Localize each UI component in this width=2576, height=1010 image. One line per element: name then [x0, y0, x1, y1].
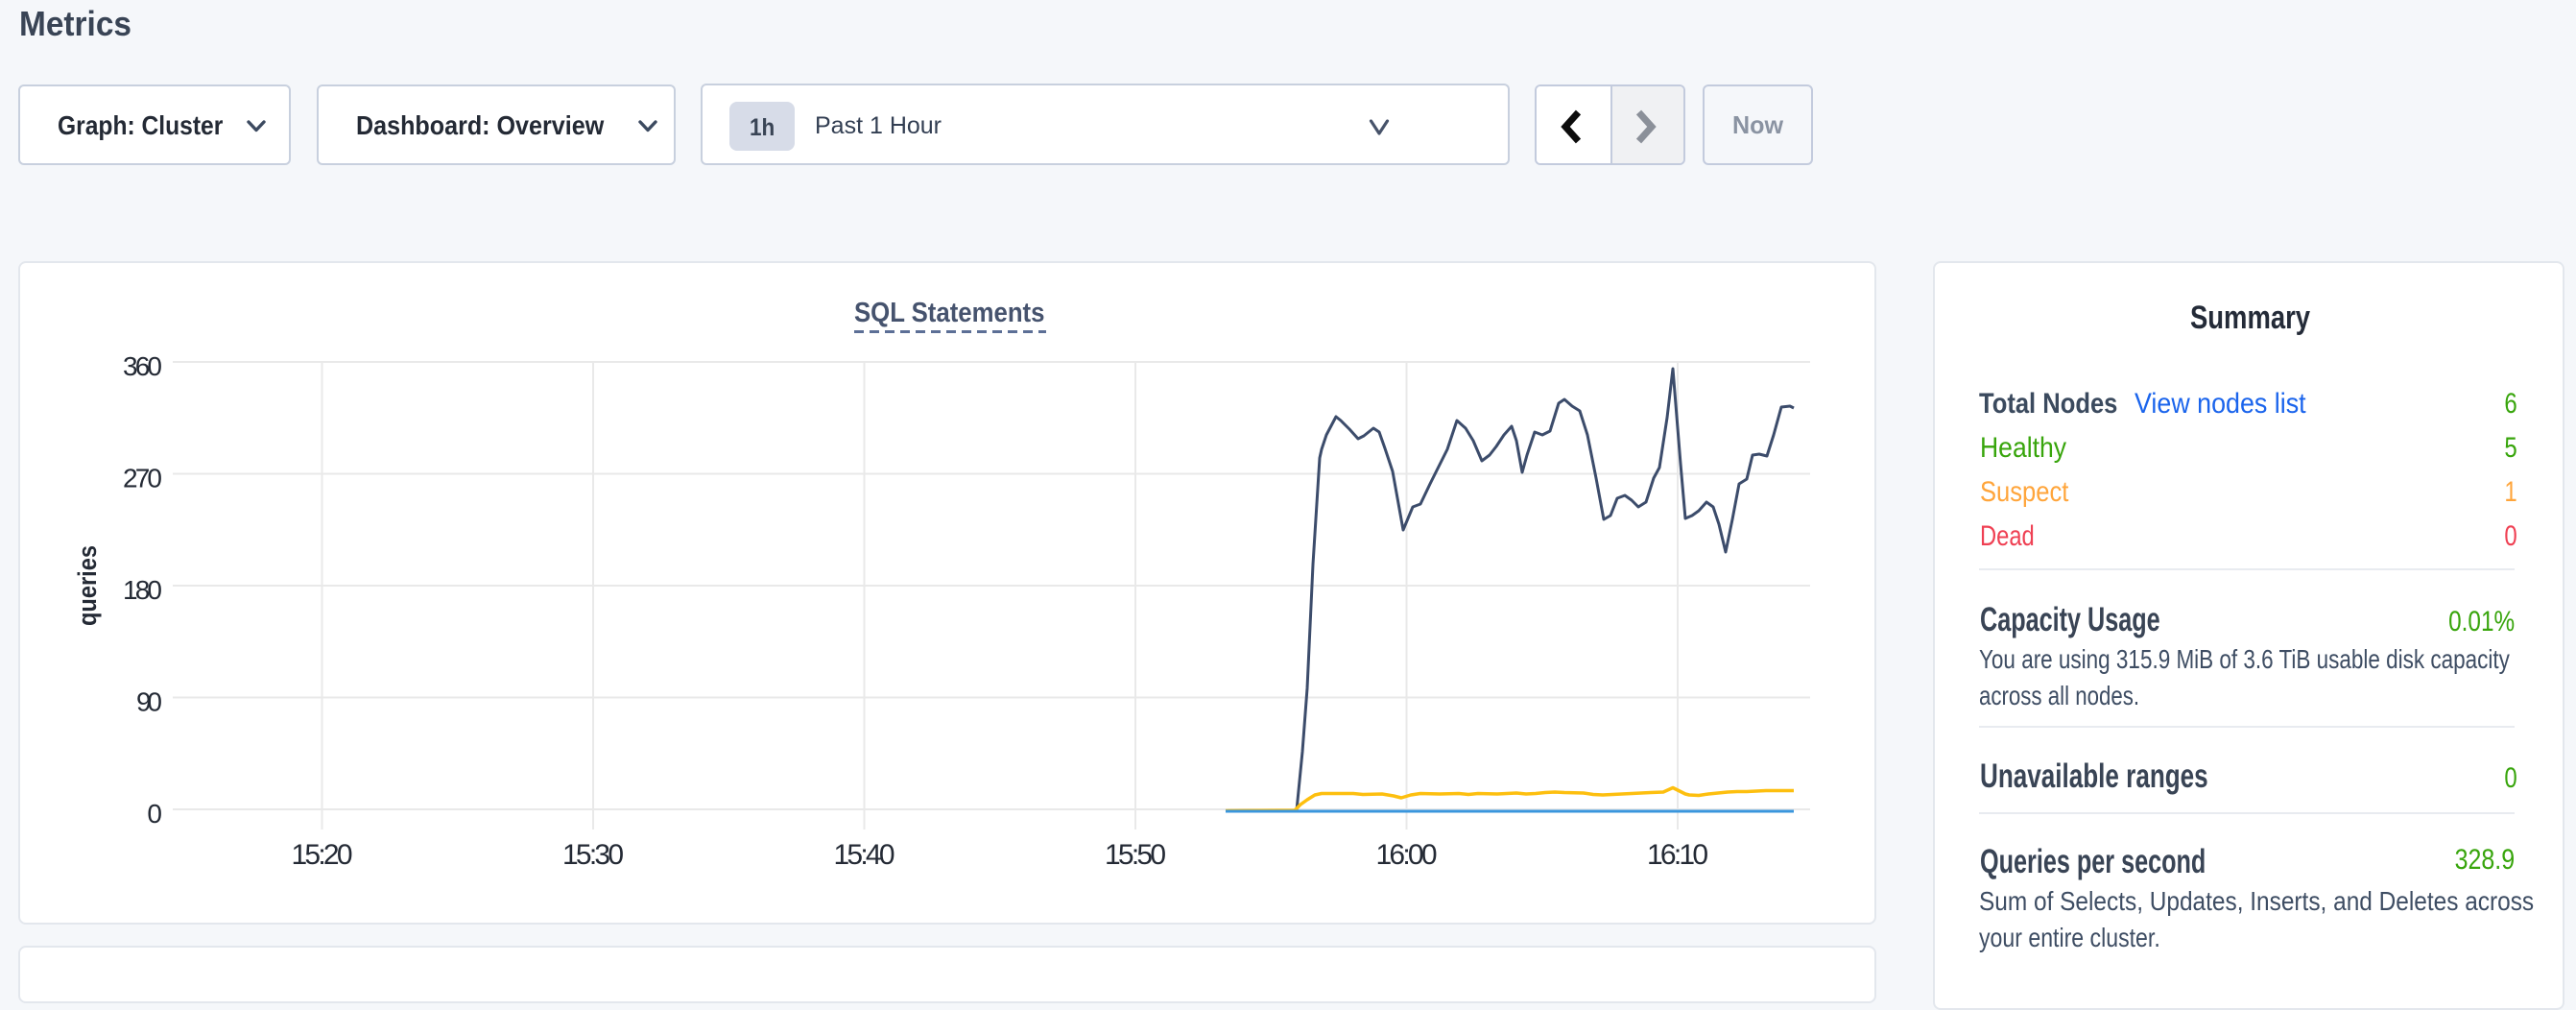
- svg-text:180: 180: [123, 575, 162, 605]
- svg-text:queries: queries: [73, 545, 102, 626]
- svg-text:270: 270: [123, 464, 162, 493]
- svg-text:0: 0: [147, 799, 162, 829]
- svg-text:15:50: 15:50: [1105, 839, 1166, 871]
- svg-text:90: 90: [136, 687, 162, 717]
- svg-text:15:40: 15:40: [834, 839, 895, 871]
- svg-text:16:10: 16:10: [1647, 839, 1708, 871]
- svg-text:15:20: 15:20: [292, 839, 353, 871]
- svg-text:15:30: 15:30: [562, 839, 624, 871]
- svg-text:16:00: 16:00: [1376, 839, 1438, 871]
- svg-text:360: 360: [123, 351, 162, 381]
